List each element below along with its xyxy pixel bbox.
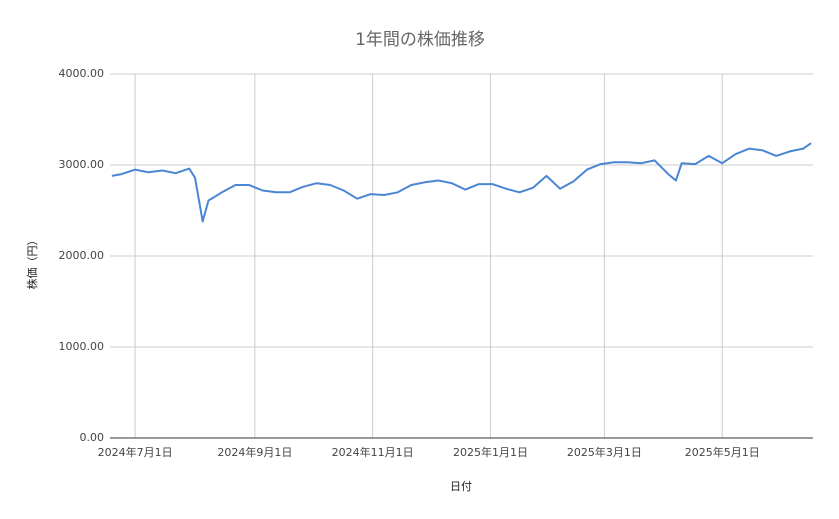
y-tick-label: 3000.00 — [59, 158, 105, 171]
x-tick-label: 2025年1月1日 — [453, 445, 528, 459]
x-axis-label: 日付 — [450, 480, 472, 493]
x-tick-label: 2024年7月1日 — [98, 445, 173, 459]
x-tick-label: 2024年11月1日 — [332, 445, 414, 459]
y-tick-label: 2000.00 — [59, 249, 105, 262]
y-axis-label: 株価（円） — [25, 235, 39, 290]
y-tick-label: 1000.00 — [59, 340, 105, 353]
y-tick-label: 0.00 — [80, 431, 105, 444]
x-tick-label: 2025年5月1日 — [685, 445, 760, 459]
x-tick-label: 2025年3月1日 — [567, 445, 642, 459]
chart-title: 1年間の株価推移 — [355, 30, 485, 50]
data-line — [111, 142, 812, 223]
y-tick-label: 4000.00 — [59, 67, 105, 80]
x-tick-label: 2024年9月1日 — [217, 445, 292, 459]
